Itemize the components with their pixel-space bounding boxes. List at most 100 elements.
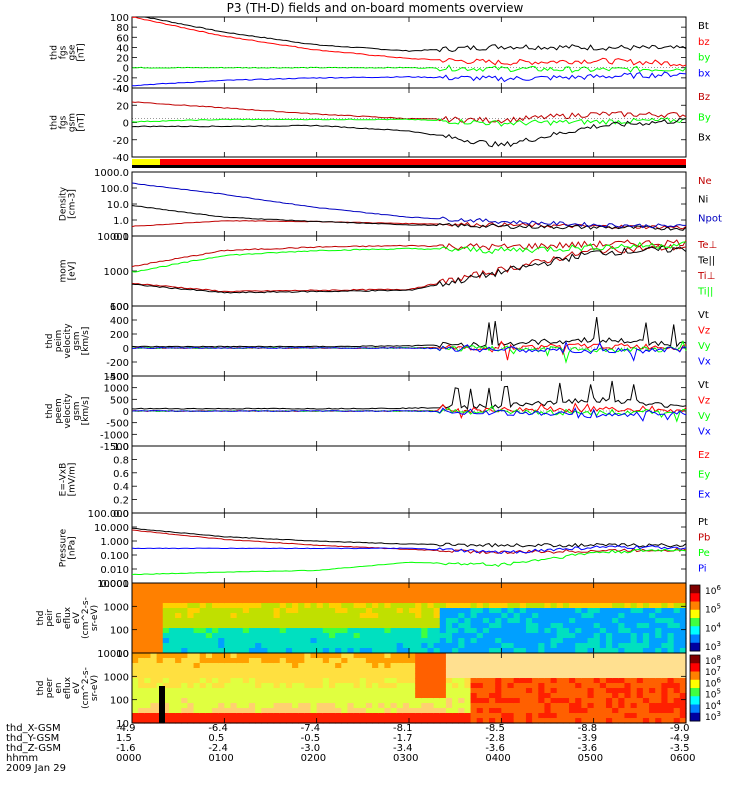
spectrogram-cell	[236, 583, 244, 589]
spectrogram-cell	[649, 693, 656, 699]
spectrogram-cell	[218, 658, 225, 664]
legend-entry-Ez: Ez	[698, 450, 710, 461]
spectrogram-cell	[630, 703, 638, 709]
spectrogram-cell	[636, 633, 644, 639]
spectrogram-cell	[642, 653, 650, 659]
spectrogram-cell	[476, 693, 484, 699]
spectrogram-cell	[396, 673, 404, 679]
spectrogram-cell	[667, 653, 675, 659]
spectrogram-cell	[581, 583, 589, 589]
spectrogram-cell	[439, 593, 447, 599]
spectrogram-cell	[162, 618, 170, 624]
spectrogram-cell	[587, 658, 595, 664]
spectrogram-cell	[341, 603, 349, 609]
spectrogram-cell	[218, 583, 225, 589]
spectrogram-cell	[150, 663, 158, 669]
spectrogram-cell	[630, 628, 638, 634]
spectrogram-cell	[310, 593, 318, 599]
spectrogram-cell	[507, 653, 515, 659]
spectrogram-cell	[581, 718, 589, 724]
spectrogram-cell	[310, 708, 318, 714]
spectrogram-cell	[655, 648, 662, 654]
legend-entry-Ne: Ne	[698, 176, 712, 187]
y-tick-label: 10	[116, 649, 129, 660]
spectrogram-cell	[255, 718, 262, 724]
spectrogram-cell	[624, 673, 632, 679]
spectrogram-cell	[452, 593, 459, 599]
spectrogram-cell	[261, 668, 269, 674]
spectrogram-cell	[150, 628, 158, 634]
spectrogram-cell	[292, 618, 299, 624]
spectrogram-cell	[144, 618, 152, 624]
spectrogram-cell	[328, 698, 336, 704]
spectrogram-cell	[562, 673, 570, 679]
spectrogram-cell	[181, 703, 188, 709]
y-axis-label: thd	[36, 611, 46, 626]
spectrogram-cell	[525, 603, 533, 609]
spectrogram-cell	[199, 658, 207, 664]
spectrogram-cell	[538, 643, 546, 649]
spectrogram-cell	[433, 673, 441, 679]
spectrogram-cell	[470, 713, 478, 719]
spectrogram-cell	[409, 693, 416, 699]
spectrogram-cell	[544, 663, 552, 669]
spectrogram-cell	[519, 683, 527, 689]
spectrogram-cell	[248, 608, 256, 614]
spectrogram-cell	[599, 618, 607, 624]
spectrogram-cell	[390, 598, 398, 604]
spectrogram-cell	[144, 608, 152, 614]
spectrogram-cell	[409, 673, 416, 679]
spectrogram-cell	[384, 718, 392, 724]
spectrogram-cell	[661, 623, 669, 629]
spectrogram-cell	[144, 613, 152, 619]
spectrogram-cell	[372, 713, 379, 719]
spectrogram-cell	[347, 708, 355, 714]
spectrogram-cell	[390, 673, 398, 679]
spectrogram-cell	[458, 623, 465, 629]
ephemeris-value: -6.4	[208, 723, 228, 734]
ephemeris-value: -3.4	[393, 743, 413, 754]
spectrogram-cell	[218, 668, 225, 674]
spectrogram-cell	[525, 658, 533, 664]
spectrogram-cell	[679, 698, 687, 704]
spectrogram-cell	[298, 708, 305, 714]
spectrogram-cell	[599, 663, 607, 669]
spectrogram-cell	[144, 713, 152, 719]
spectrogram-cell	[390, 688, 398, 694]
spectrogram-cell	[316, 643, 324, 649]
spectrogram-cell	[353, 663, 361, 669]
spectrogram-cell	[242, 588, 250, 594]
spectrogram-cell	[132, 653, 139, 659]
spectrogram-cell	[304, 718, 312, 724]
spectrogram-cell	[150, 708, 158, 714]
spectrogram-cell	[353, 673, 361, 679]
spectrogram-cell	[187, 658, 195, 664]
spectrogram-cell	[187, 608, 195, 614]
spectrogram-cell	[427, 603, 435, 609]
spectrogram-cell	[495, 663, 502, 669]
spectrogram-cell	[569, 703, 576, 709]
spectrogram-cell	[612, 628, 619, 634]
spectrogram-cell	[248, 718, 256, 724]
spectrogram-cell	[439, 658, 447, 664]
spectrogram-cell	[495, 633, 502, 639]
spectrogram-cell	[605, 583, 613, 589]
spectrogram-cell	[261, 603, 269, 609]
spectrogram-cell	[661, 643, 669, 649]
spectrogram-cell	[384, 588, 392, 594]
spectrogram-cell	[279, 633, 287, 639]
spectrogram-cell	[322, 658, 330, 664]
spectrogram-cell	[150, 683, 158, 689]
spectrogram-cell	[513, 643, 521, 649]
spectrogram-cell	[144, 588, 152, 594]
spectrogram-cell	[470, 593, 478, 599]
spectrogram-cell	[562, 628, 570, 634]
spectrogram-cell	[138, 688, 145, 694]
spectrogram-cell	[458, 643, 465, 649]
spectrogram-cell	[624, 678, 632, 684]
spectrogram-cell	[285, 603, 293, 609]
y-tick-label: -200	[106, 358, 129, 369]
spectrogram-cell	[365, 623, 373, 629]
spectrogram-cell	[304, 648, 312, 654]
spectrogram-cell	[415, 648, 422, 654]
